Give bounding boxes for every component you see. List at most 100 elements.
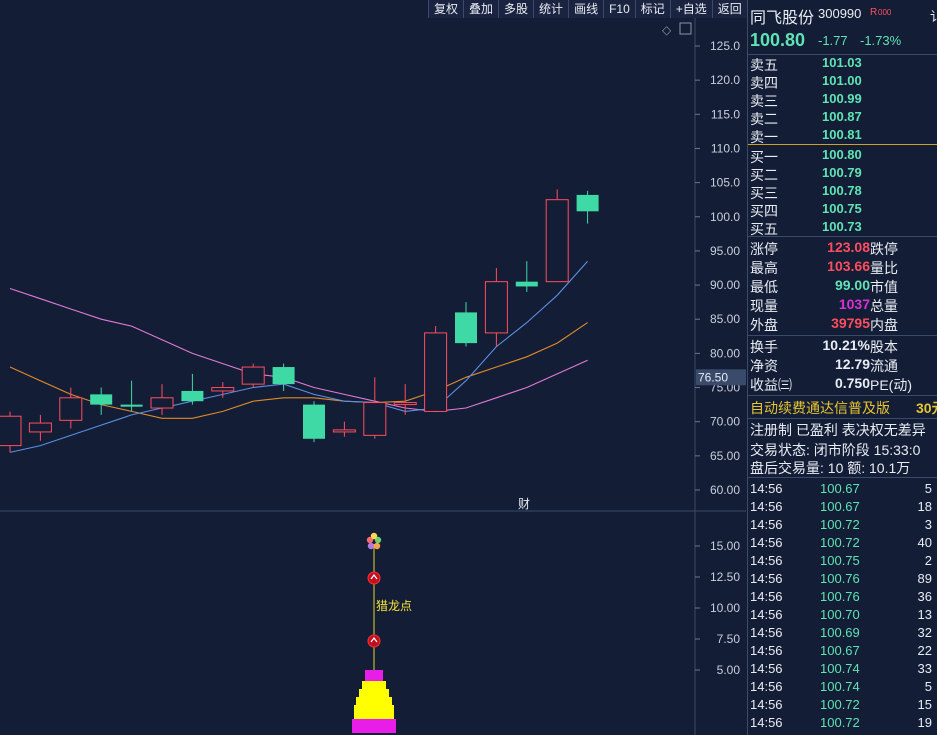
tick-row: 14:56 100.67 18 [748, 499, 937, 517]
arrow-up-glyph [370, 574, 378, 580]
ask-row-label: 卖一 [750, 129, 778, 145]
divider [748, 477, 937, 478]
stock-code: 300990 [818, 6, 862, 21]
candlestick-chart[interactable]: ◇ 125.0 120.0 115.0 110.0 105.0 100.0 95.00 90.0… [0, 18, 746, 512]
tick-time: 14:56 [750, 643, 783, 658]
bid-row-value: 100.78 [822, 183, 862, 198]
flower-dot [374, 536, 382, 544]
ask-row: 卖五 101.03 [748, 55, 937, 73]
stat-row: 最低 99.00 市值 [748, 277, 937, 295]
more-icon[interactable]: 讠 [930, 6, 937, 25]
divider [748, 54, 937, 55]
finance-marker: 财 [518, 497, 530, 511]
stat-row-label: 外盘 [750, 317, 778, 333]
tick-volume: 22 [917, 643, 932, 658]
candle-body [455, 312, 477, 344]
tick-row: 14:56 100.74 33 [748, 661, 937, 679]
tick-row: 14:56 100.72 15 [748, 697, 937, 715]
stat-row-value: 99.00 [834, 277, 870, 293]
r-badge-suffix: 000 [878, 8, 892, 17]
y-tick-label: 15.00 [710, 539, 740, 553]
toolbar-button[interactable]: 画线 [568, 0, 604, 18]
tick-price: 100.72 [820, 535, 860, 550]
tick-row: 14:56 100.76 36 [748, 589, 937, 607]
toolbar-button[interactable]: 统计 [533, 0, 569, 18]
tick-price: 100.67 [820, 481, 860, 496]
tick-volume: 5 [924, 481, 932, 496]
promo-banner[interactable]: 自动续费通达信普及版 30元 [748, 398, 937, 416]
tick-row: 14:56 100.72 19 [748, 715, 937, 733]
tick-row: 14:56 100.69 32 [748, 625, 937, 643]
price-change: -1.77 [818, 33, 848, 48]
bid-row: 买二 100.79 [748, 165, 937, 183]
current-price-label: 76.50 [698, 370, 728, 384]
y-tick-label: 80.00 [710, 346, 740, 360]
bid-row-value: 100.75 [822, 201, 862, 216]
bid-row: 买三 100.78 [748, 183, 937, 201]
pyramid-block [362, 681, 386, 689]
tick-price: 100.74 [820, 661, 860, 676]
last-price: 100.80 [750, 30, 806, 50]
candle-body [181, 390, 204, 402]
candle-body [576, 194, 599, 212]
ask-row: 卖一 100.81 [748, 127, 937, 145]
stock-notes: 注册制 已盈利 表决权无差异 [748, 420, 937, 438]
tick-price: 100.67 [820, 499, 860, 514]
tick-time: 14:56 [750, 589, 783, 604]
price-change-pct: -1.73% [860, 33, 902, 48]
window-icon[interactable] [679, 22, 692, 35]
ask-row-value: 100.99 [822, 91, 862, 106]
tick-volume: 32 [917, 625, 932, 640]
bid-row-value: 100.73 [822, 219, 862, 234]
chart-toolbar: 复权 叠加 多股 统计 画线 F10 标记 +自选 返回 [428, 0, 747, 18]
current-price-badge [696, 369, 746, 386]
stat-row: 涨停 123.08 跌停 [748, 239, 937, 257]
stat-row-right-label: 市值 [870, 279, 898, 295]
stat-row-label: 净资 [750, 358, 778, 374]
signal-arrow-icon [367, 571, 381, 585]
ma-line-blue [9, 260, 589, 453]
flower-dot [366, 536, 374, 544]
diamond-icon[interactable]: ◇ [662, 23, 672, 37]
tick-time: 14:56 [750, 715, 783, 730]
candle-body [28, 422, 52, 433]
tick-price: 100.69 [820, 625, 860, 640]
candle-body [363, 402, 387, 436]
stat-row-label: 最高 [750, 260, 778, 276]
ask-row: 卖二 100.87 [748, 109, 937, 127]
tick-row: 14:56 100.75 2 [748, 553, 937, 571]
tick-volume: 15 [917, 697, 932, 712]
tick-price: 100.76 [820, 589, 860, 604]
tick-time: 14:56 [750, 571, 783, 586]
toolbar-button[interactable]: +自选 [669, 0, 712, 18]
bid-row-label: 买三 [750, 185, 778, 201]
candle-body [120, 404, 143, 407]
stat-row-right-label: 流通 [870, 358, 898, 374]
stat-row-right-label: 跌停 [870, 241, 898, 257]
stat-row-value: 1037 [838, 296, 870, 312]
y-tick-label: 125.0 [710, 39, 740, 53]
tick-time: 14:56 [750, 499, 783, 514]
tick-row: 14:56 100.72 3 [748, 517, 937, 535]
toolbar-button[interactable]: F10 [603, 0, 635, 18]
stat-row-label: 涨停 [750, 241, 778, 257]
y-tick-label: 5.00 [717, 663, 741, 677]
stat-row: 换手 10.21% 股本 [748, 337, 937, 355]
stat-row-label: 换手 [750, 339, 778, 355]
candle-body [272, 367, 295, 385]
y-tick-label: 120.0 [710, 73, 740, 87]
pyramid-base [352, 719, 396, 733]
toolbar-button[interactable]: 多股 [498, 0, 534, 18]
stat-row-value: 103.66 [827, 258, 870, 274]
toolbar-button[interactable]: 返回 [711, 0, 747, 18]
tick-time: 14:56 [750, 661, 783, 676]
toolbar-button[interactable]: 叠加 [463, 0, 499, 18]
y-tick-label: 90.00 [710, 278, 740, 292]
toolbar-button[interactable]: 标记 [634, 0, 670, 18]
indicator-chart[interactable]: 15.00 12.50 10.00 7.50 5.00 猎龙点 [0, 512, 746, 735]
bid-row-label: 买五 [750, 221, 778, 237]
stat-row-value: 39795 [831, 315, 870, 331]
tick-volume: 19 [917, 715, 932, 730]
toolbar-button[interactable]: 复权 [428, 0, 464, 18]
divider [748, 335, 937, 336]
